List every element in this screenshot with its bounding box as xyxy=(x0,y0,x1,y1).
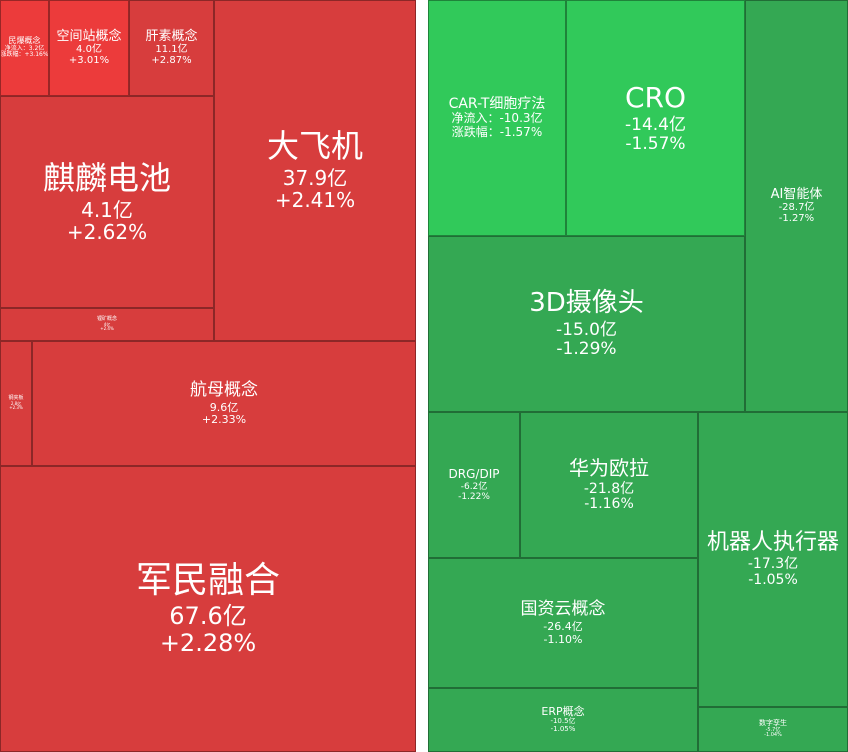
tile-net-flow: -10.5亿 xyxy=(550,717,576,726)
tile-change: +2.33% xyxy=(201,413,247,427)
tile-change: +3.01% xyxy=(68,55,110,67)
treemap-tile-ai-agent[interactable]: AI智能体 -28.7亿 -1.27% xyxy=(745,0,848,412)
tile-name: CRO xyxy=(624,81,687,115)
tile-net-flow: -14.4亿 xyxy=(625,114,686,135)
tile-change: +2.3% xyxy=(9,405,23,411)
tile-change: -1.22% xyxy=(458,491,490,502)
tile-net-flow: -15.0亿 xyxy=(556,319,617,340)
tile-net-flow: -26.4亿 xyxy=(543,620,583,634)
treemap-tile-tiny-2[interactable]: 钢夹板 2.8亿 +2.3% xyxy=(0,341,32,466)
tile-name: DRG/DIP xyxy=(448,467,500,482)
treemap-tile-drg-dip[interactable]: DRG/DIP -6.2亿 -1.22% xyxy=(428,412,520,558)
tile-name: 华为欧拉 xyxy=(569,456,649,481)
treemap-tile-huawei-euler[interactable]: 华为欧拉 -21.8亿 -1.16% xyxy=(520,412,698,558)
tile-name: 民爆概念 xyxy=(8,35,41,45)
tile-net-flow: 4.1亿 xyxy=(81,197,133,222)
treemap-tile-kirin-battery[interactable]: 麒麟电池 4.1亿 +2.62% xyxy=(0,96,214,308)
tile-name: 军民融合 xyxy=(135,559,280,601)
tile-name: 空间站概念 xyxy=(56,28,122,44)
treemap-tile-cro[interactable]: CRO -14.4亿 -1.57% xyxy=(566,0,745,236)
treemap-tile-robot-actuator[interactable]: 机器人执行器 -17.3亿 -1.05% xyxy=(698,412,848,707)
tile-name: 机器人执行器 xyxy=(706,529,839,555)
tile-net-flow: -21.8亿 xyxy=(583,480,635,497)
treemap-tile-aircraft-carrier[interactable]: 航母概念 9.6亿 +2.33% xyxy=(32,341,416,466)
treemap-tile-3d-camera[interactable]: 3D摄像头 -15.0亿 -1.29% xyxy=(428,236,745,412)
tile-name: 数字孪生 xyxy=(759,718,787,727)
treemap-tile-digital-twin[interactable]: 数字孪生 -5.7亿 -1.04% xyxy=(698,707,848,752)
treemap-tile-military-civil[interactable]: 军民融合 67.6亿 +2.28% xyxy=(0,466,416,752)
tile-net-flow: -17.3亿 xyxy=(747,556,799,573)
tile-net-flow: -28.7亿 xyxy=(778,202,815,214)
tile-net-flow: 37.9亿 xyxy=(282,166,348,191)
treemap-tile-tiny-1[interactable]: 锂矿概念 4亿 +2.4% xyxy=(0,308,214,341)
tile-change: +2.87% xyxy=(151,55,192,67)
tile-name: 肝素概念 xyxy=(145,28,198,44)
tile-net-flow-line: 净流入：-10.3亿 xyxy=(451,111,543,126)
tile-change: -1.27% xyxy=(778,213,815,225)
tile-change: -1.04% xyxy=(764,732,782,739)
tile-name: 锂矿概念 xyxy=(96,316,117,323)
treemap-tile-erp[interactable]: ERP概念 -10.5亿 -1.05% xyxy=(428,688,698,752)
tile-net-flow: 11.1亿 xyxy=(155,44,188,56)
tile-change: +2.28% xyxy=(159,629,257,658)
tile-change: -1.57% xyxy=(625,133,686,154)
tile-name: ERP概念 xyxy=(541,705,585,719)
tile-change: -1.05% xyxy=(748,571,798,588)
tile-net-flow: 4.0亿 xyxy=(76,44,102,56)
treemap-tile-big-aircraft[interactable]: 大飞机 37.9亿 +2.41% xyxy=(214,0,416,341)
tile-net-flow: 9.6亿 xyxy=(209,400,239,414)
tile-change: +2.4% xyxy=(100,326,114,332)
tile-name: 3D摄像头 xyxy=(529,288,644,319)
tile-net-flow: 67.6亿 xyxy=(169,602,247,631)
tile-net-flow: -5.7亿 xyxy=(765,726,781,733)
tile-net-flow: 2.8亿 xyxy=(10,400,22,406)
tile-name: 钢夹板 xyxy=(8,395,24,402)
tile-change-line: 涨跌幅：+3.16% xyxy=(0,51,49,59)
tile-change: +2.62% xyxy=(66,219,148,244)
tile-change: +2.41% xyxy=(274,188,356,213)
tile-name: 大飞机 xyxy=(266,127,363,166)
treemap-tile-minbao[interactable]: 民爆概念 净流入：3.2亿 涨跌幅：+3.16% xyxy=(0,0,49,96)
treemap-tile-heparin[interactable]: 肝素概念 11.1亿 +2.87% xyxy=(129,0,214,96)
tile-name: AI智能体 xyxy=(770,186,823,202)
tile-name: 航母概念 xyxy=(190,379,258,400)
panel-divider xyxy=(416,0,428,752)
tile-net-flow-line: 净流入：3.2亿 xyxy=(4,44,45,52)
tile-net-flow: 4亿 xyxy=(103,321,111,327)
treemap-tile-car-t[interactable]: CAR-T细胞疗法 净流入：-10.3亿 涨跌幅：-1.57% xyxy=(428,0,566,236)
tile-net-flow: -6.2亿 xyxy=(460,481,488,492)
treemap-tile-space-station[interactable]: 空间站概念 4.0亿 +3.01% xyxy=(49,0,129,96)
tile-name: 国资云概念 xyxy=(520,599,606,620)
tile-change-line: 涨跌幅：-1.57% xyxy=(451,124,543,139)
treemap-tile-state-cloud[interactable]: 国资云概念 -26.4亿 -1.10% xyxy=(428,558,698,688)
tile-change: -1.05% xyxy=(550,725,576,734)
tile-name: 麒麟电池 xyxy=(42,158,171,197)
tile-name: CAR-T细胞疗法 xyxy=(448,95,546,112)
tile-change: -1.10% xyxy=(543,632,583,646)
tile-change: -1.16% xyxy=(584,496,634,513)
tile-change: -1.29% xyxy=(556,338,617,359)
